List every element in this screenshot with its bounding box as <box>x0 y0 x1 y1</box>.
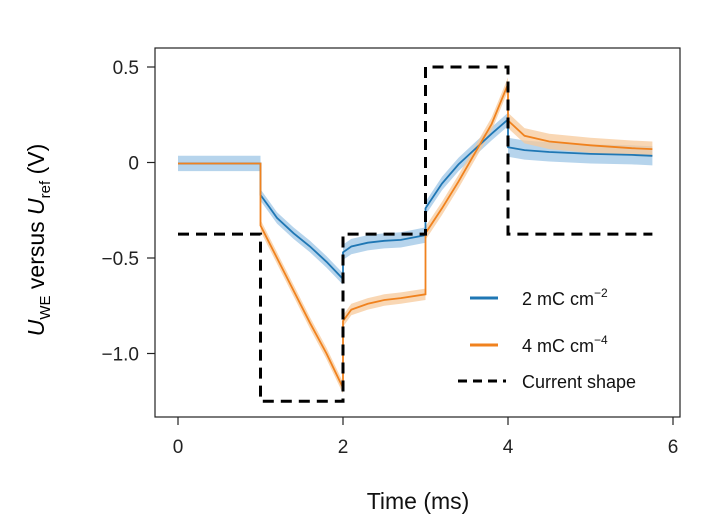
x-axis-label: Time (ms) <box>367 488 470 514</box>
y-tick-label-0: 0.5 <box>113 58 139 79</box>
band-s1-seg3 <box>425 77 508 240</box>
band-s0-seg2 <box>343 227 426 260</box>
y-tick-label-2: −0.5 <box>101 249 139 270</box>
legend-label-current-shape: Current shape <box>522 372 636 392</box>
y-tick-label-1: 0 <box>128 154 139 175</box>
x-tick-label-1: 2 <box>338 437 349 458</box>
legend: 2 mC cm−2 4 mC cm−4 Current shape <box>458 286 636 392</box>
y-axis-label: UWE versus Uref (V) <box>23 144 54 337</box>
band-s1-seg4 <box>508 112 653 157</box>
x-axis-ticks: 0 2 4 6 <box>173 417 679 458</box>
x-tick-label-3: 6 <box>668 437 679 458</box>
y-axis-ticks: 0.5 0 −0.5 −1.0 <box>101 58 155 366</box>
legend-label-4mc: 4 mC cm−4 <box>522 333 608 356</box>
x-tick-label-2: 4 <box>503 437 514 458</box>
legend-label-2mc: 2 mC cm−2 <box>522 286 608 309</box>
series-line-0 <box>178 117 653 282</box>
band-s0-seg1 <box>260 189 343 285</box>
y-tick-label-3: −1.0 <box>101 345 139 366</box>
current-shape-line <box>178 65 653 403</box>
series-lines <box>178 65 653 403</box>
plot-frame <box>154 47 681 418</box>
series-line-1 <box>178 83 653 389</box>
x-tick-label-0: 0 <box>173 437 184 458</box>
